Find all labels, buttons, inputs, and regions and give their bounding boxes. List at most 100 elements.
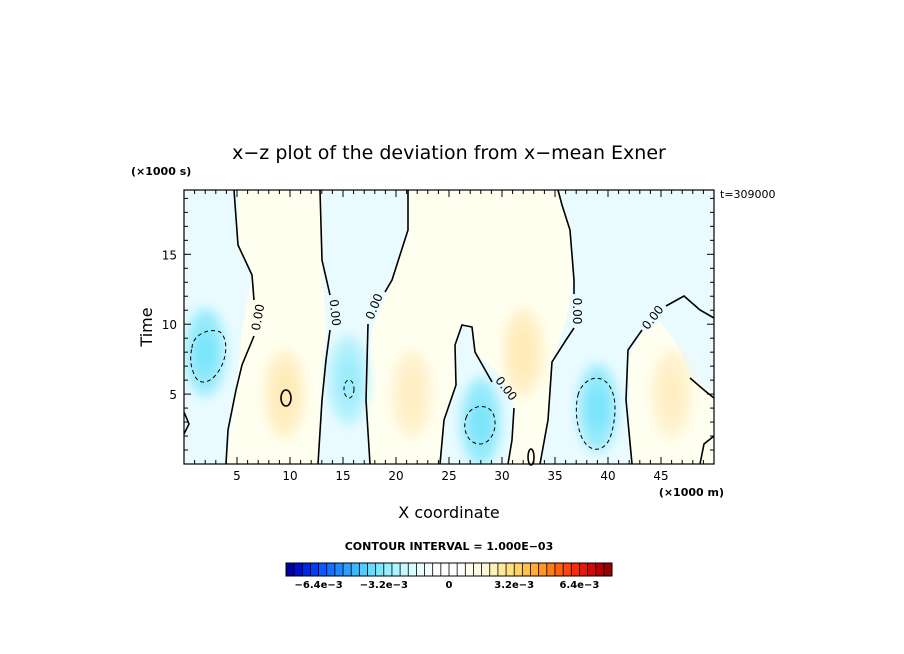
x-tick-label: 20 [388,469,403,483]
colorbar-swatch [294,563,303,576]
colorbar-ticks: −6.4e−3 −3.2e−3 0 3.2e−3 6.4e−3 [294,580,599,591]
colorbar-swatch [579,563,588,576]
x-tick-label: 30 [494,469,509,483]
x-tick-label: 45 [653,469,668,483]
contour-line [183,411,190,435]
dashed-contour [575,377,616,450]
contour-loop [280,389,292,407]
x-axis: 5 10 15 20 25 30 35 40 45 [194,190,704,483]
colorbar-swatch [391,563,401,576]
colorbar-swatch [538,563,548,576]
y-tick-label: 10 [162,318,177,332]
anomaly-core [470,400,491,445]
colorbar-swatch [587,563,596,576]
colorbar-swatch [457,563,466,576]
colorbar-swatch [375,563,385,576]
contour-line [317,329,331,465]
contour-line [665,295,715,319]
colorbar-swatch [310,563,319,576]
colorbar-swatch [595,563,605,576]
colorbar-tick-label: −3.2e−3 [360,580,408,591]
zero-contours [183,189,715,466]
dashed-contours [190,330,616,450]
anomaly-core [513,330,534,375]
colorbar-swatch [351,563,360,576]
colorbar-swatch [546,563,556,576]
contour-line [384,190,409,293]
dashed-contour [190,330,227,383]
colorbar-swatch [563,563,572,576]
colorbar-swatch [286,563,295,576]
y-tick-label: 15 [162,248,177,262]
dashed-contour [464,406,496,445]
colorbar-swatch [359,563,368,576]
y-axis: 5 10 15 [162,197,714,451]
colorbar-tick-label: 0 [446,580,453,591]
contour-line [507,407,515,465]
contour-line [539,327,575,465]
chart-title: x−z plot of the deviation from x−mean Ex… [232,142,666,164]
x-tick-label: 5 [233,469,241,483]
colorbar-swatch [383,563,393,576]
colorbar-frame [285,562,613,577]
colorbar-swatch [514,563,523,576]
colorbar-swatch [334,563,344,576]
contour-interval: CONTOUR INTERVAL = 1.000E−03 [345,540,554,553]
x-axis-label: X coordinate [398,503,499,522]
contour-line [233,189,255,301]
colorbar-swatch [416,563,425,576]
x-tick-label: 15 [335,469,350,483]
colorbar-swatch [506,563,515,576]
anomaly-core [338,358,359,403]
colorbar-swatch [522,563,531,576]
colorbar-swatch [302,563,311,576]
contour-line [225,335,255,465]
x-tick-label: 40 [600,469,615,483]
colorbar-swatch [343,563,352,576]
dashed-contour [343,379,355,399]
contour-line [699,435,715,465]
colorbar-swatch [440,563,450,576]
colorbar-swatch [326,563,336,576]
contour-line [689,377,715,399]
colorbar-swatch [554,563,564,576]
colorbar-swatch [481,563,491,576]
colorbar-swatch [571,563,580,576]
colorbar-swatch [603,563,613,576]
contour-line [439,324,493,465]
x-tick-label: 25 [441,469,456,483]
contour-loop [527,448,535,466]
colorbar-tick-label: 3.2e−3 [494,580,534,591]
colorbar-swatch [489,563,499,576]
contour-line [625,329,643,465]
colorbar-swatch [473,563,482,576]
y-axis-unit: (×1000 s) [131,165,191,178]
anomaly-core [401,372,422,417]
colorbar-swatch [432,563,442,576]
anomaly-core [195,330,216,375]
colorbar-swatch [367,563,376,576]
colorbar-swatch [318,563,328,576]
anomaly-shading [185,308,692,464]
anomaly-core [587,386,608,431]
contour-label: 0.00 [327,299,344,327]
contour-line [557,189,575,294]
colorbar-swatch [465,563,474,576]
colorbar-tick-label: 6.4e−3 [559,580,599,591]
time-stamp: t=309000 [720,188,776,201]
x-tick-label: 35 [547,469,562,483]
anomaly-core [661,372,682,417]
contour-line [365,323,371,465]
colorbar-swatch [400,563,409,576]
colorbar-tick-label: −6.4e−3 [294,580,342,591]
anomaly-core [274,372,295,417]
contour-label: 0.00 [249,303,267,332]
colorbar-swatch [408,563,417,576]
contour-label: 0.00 [570,298,584,325]
y-axis-label: Time [137,307,156,347]
colorbar-swatch [497,563,507,576]
colorbar-swatch [424,563,433,576]
contour-line [319,189,331,296]
x-axis-unit: (×1000 m) [659,486,724,499]
